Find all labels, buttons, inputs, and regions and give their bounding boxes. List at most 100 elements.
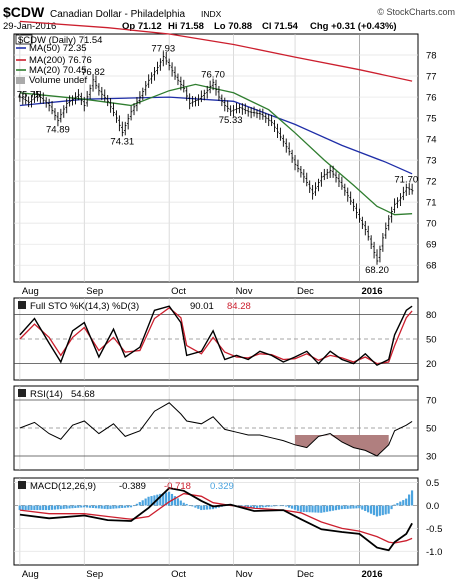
rsi-legend: RSI(14) 54.68 [18,389,95,400]
macd-hist-bar [334,505,338,511]
macd-frame [13,477,419,566]
macd-hist-bar [124,505,127,508]
macd-hist-bar [132,505,136,507]
macd-hist-bar [267,505,270,507]
price-month-label: Sep [86,286,103,297]
macd-hist-bar [282,505,285,507]
macd-signal-line [19,492,413,544]
price-annotation: 77.93 [151,43,175,54]
macd-hist-bar [352,505,355,509]
instrument-name: Canadian Dollar - Philadelphia [50,9,186,20]
macd-hist-bar [200,505,203,511]
price-annotation: 76.70 [201,69,225,80]
macd-hist-bar [387,505,390,514]
macd-hist-bar [396,503,399,506]
macd-hist-bar [355,505,358,509]
sto-k-value: 90.01 [190,301,214,312]
macd-legend: MACD(12,26,9) -0.389 -0.718 0.329 [18,481,234,492]
macd-hist-bar [135,503,138,506]
macd-hist-bar [185,503,188,506]
price-tick-label: 70 [426,219,437,230]
macd-month-label: Oct [171,569,186,580]
price-tick-label: 78 [426,51,437,62]
macd-panel: 0.5 0.0 -0.5 -1.0 Aug Sep Oct Nov Dec 2016 [13,477,442,580]
open-value: Op 71.12 [122,21,162,32]
macd-hist-bar [18,505,21,511]
price-frame [13,33,419,283]
macd-hist-bar [30,505,33,511]
rsi-title: RSI(14) [30,389,63,400]
price-annotation: 68.20 [365,265,389,276]
macd-hist-bar [290,505,294,509]
macd-hist-bar [375,505,379,517]
macd-hist-bar [97,505,100,509]
macd-hist-bar [42,505,45,511]
macd-hist-bar [328,505,332,512]
macd-hist-bar [346,505,349,509]
macd-hist-bar [129,505,133,508]
macd-hist-bar [258,505,261,508]
macd-hist-bar [83,505,86,508]
date-label: 29-Jan-2016 [3,21,56,32]
price-tick-label: 75 [426,114,437,125]
macd-hist-bar [279,505,282,507]
legend-swatch-volume [16,77,25,84]
macd-hist-bar [270,505,273,507]
macd-hist-bar [150,496,153,506]
macd-hist-bar [100,505,103,509]
macd-month-label: Dec [297,569,314,580]
macd-hist-bar [24,505,27,511]
macd-hist-bar [393,504,396,506]
macd-hist-bar [308,505,311,513]
macd-hist-bar [361,505,364,510]
macd-hist-bar [109,505,112,509]
macd-signal-value: -0.718 [164,481,191,492]
macd-hist-bar [208,505,212,510]
macd-hist-bar [71,505,74,509]
price-annotation: 75.33 [219,115,243,126]
sto-d-value: 84.28 [227,301,251,312]
macd-hist-bar [410,490,414,506]
macd-hist-bar [138,502,141,506]
legend-ma50: MA(50) 72.35 [29,43,87,54]
sto-legend: Full STO %K(14,3) %D(3) 90.01 84.28 [18,301,251,312]
legend-ma200: MA(200) 76.76 [29,55,92,66]
rsi-panel: 30 50 70 [13,385,437,471]
macd-hist-bar [59,505,62,510]
legend-price: $CDW (Daily) 71.54 [18,35,102,46]
macd-hist-bar [252,505,256,509]
macd-tick-label: 0.5 [426,478,439,489]
price-tick-label: 73 [426,156,437,167]
ma-line-ma50 [19,96,413,175]
price-tick-label: 74 [426,135,437,146]
price-tick-label: 77 [426,72,437,83]
macd-hist-bar [33,505,36,511]
price-month-label: Aug [22,286,39,297]
macd-tick-label: -0.5 [426,524,442,535]
macd-hist-bar [162,493,165,506]
macd-hist-bar [74,505,77,508]
macd-value: -0.389 [119,481,146,492]
price-month-label: Nov [236,286,253,297]
sto-tick-label: 20 [426,359,437,370]
ma-line-ma20 [19,83,413,216]
macd-hist-bar [197,505,200,509]
high-value: Hi 71.58 [168,21,204,32]
macd-hist-bar [191,505,194,507]
macd-hist-bar [115,505,118,509]
price-tick-label: 76 [426,93,437,104]
rsi-tick-label: 70 [426,396,437,407]
sto-tick-label: 80 [426,310,437,321]
macd-hist-bar [141,500,144,506]
legend-volume: Volume undef [29,75,87,86]
price-tick-label: 72 [426,177,437,188]
price-panel: 68 69 70 71 72 73 74 75 76 77 78 Aug Sep Oct Nov Dec 201… [13,20,437,297]
macd-hist-bar [273,505,276,507]
macd-hist-bar [264,505,267,508]
macd-month-label: 2016 [361,569,382,580]
price-tick-label: 68 [426,261,437,272]
macd-hist-bar [167,491,171,506]
rsi-value: 54.68 [71,389,95,400]
macd-hist-bar [53,505,56,510]
macd-hist-bar [305,505,308,513]
